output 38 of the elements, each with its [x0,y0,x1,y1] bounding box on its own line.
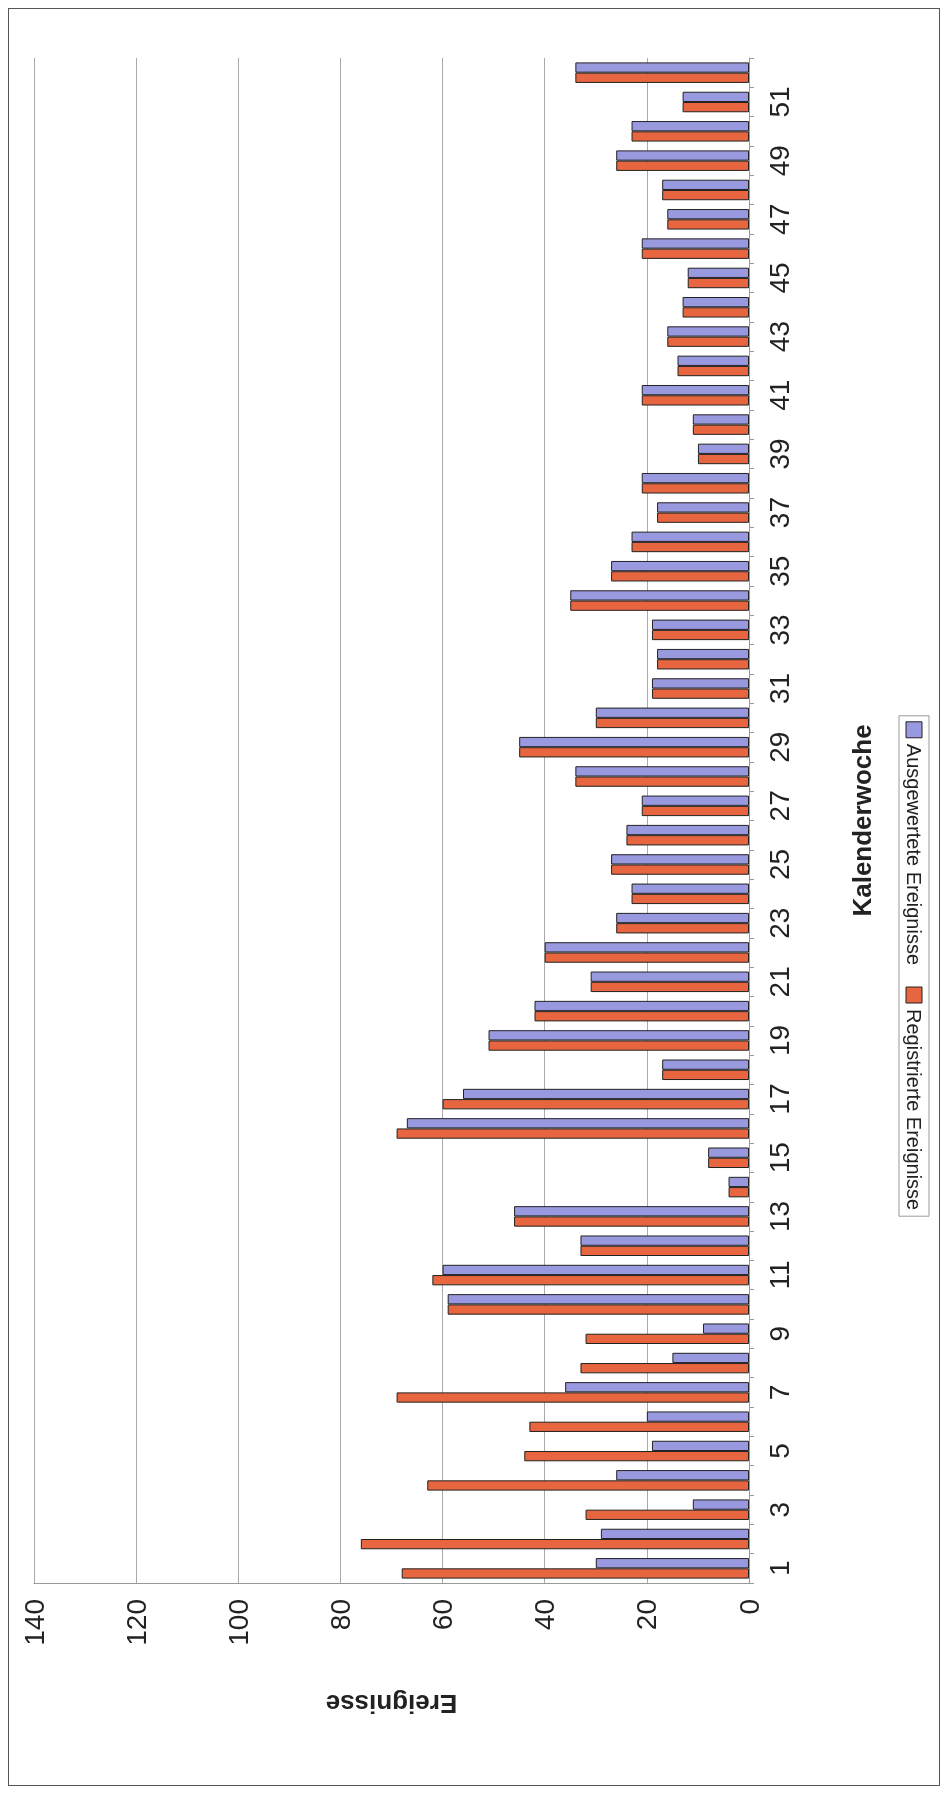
y-tick-label: 1 [763,1560,795,1577]
legend-label: Ausgewertete Ereignisse [903,743,925,966]
y-tick-label: 7 [763,1384,795,1401]
x-tick-label: 20 [631,1599,663,1631]
y-tick-label: 3 [763,1501,795,1518]
x-tick-label: 0 [733,1599,765,1615]
y-tick-label: 13 [763,1200,795,1232]
y-tick-label: 49 [763,145,795,177]
x-tick-label: 80 [324,1599,356,1631]
legend-label: Registrierte Ereignisse [903,1009,925,1211]
y-tick-label: 27 [763,790,795,822]
y-tick-label: 35 [763,555,795,587]
y-tick-label: 51 [763,86,795,118]
y-tick-label: 25 [763,848,795,881]
y-tick-label: 5 [763,1443,795,1459]
y-tick-label: 39 [763,438,795,470]
y-tick-label: 11 [763,1260,795,1290]
y-tick-label: 43 [763,321,795,353]
x-tick-label: 120 [120,1599,152,1646]
x-axis-title: Ereignisse [325,1689,458,1719]
y-tick-label: 15 [763,1142,795,1174]
y-tick-label: 19 [763,1024,795,1057]
y-tick-label: 29 [763,731,795,763]
y-tick-label: 23 [763,907,795,939]
x-tick-label: 60 [427,1599,459,1631]
y-tick-label: 41 [763,379,795,411]
x-tick-label: 40 [529,1599,561,1631]
y-tick-label: 47 [763,203,795,235]
y-axis-title: Kalenderwoche [847,724,877,917]
y-tick-label: 37 [763,496,795,529]
x-tick-label: 100 [222,1599,254,1646]
x-tick-label: 140 [18,1599,50,1646]
y-tick-label: 31 [763,672,795,705]
y-tick-label: 17 [763,1083,795,1115]
y-tick-label: 9 [763,1325,795,1342]
y-tick-label: 21 [763,966,795,998]
y-tick-label: 33 [763,614,795,646]
y-tick-label: 45 [763,262,795,294]
